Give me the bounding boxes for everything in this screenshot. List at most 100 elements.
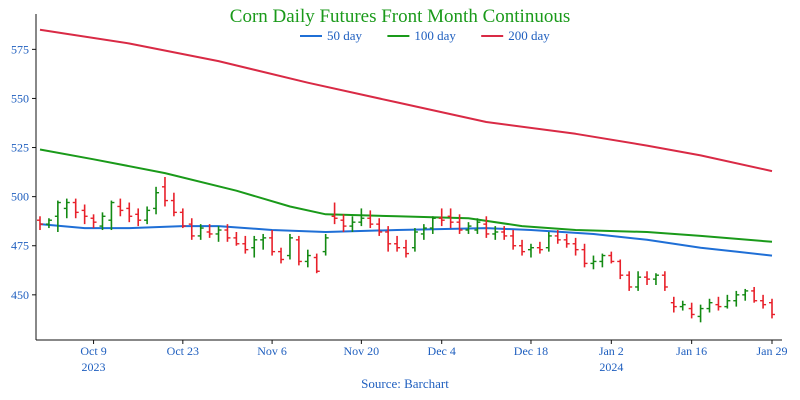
price-bars [37,177,775,323]
legend-label: 100 day [414,28,456,43]
ohlc-bar [161,177,168,207]
ohlc-bar [251,235,258,258]
ohlc-bar [81,204,88,225]
ohlc-bar [697,304,704,323]
ohlc-bar [99,212,106,231]
x-tick-label: Oct 9 [80,344,106,358]
ohlc-bar [54,200,61,232]
x-tick-label: Dec 4 [428,344,456,358]
ohlc-bar [349,216,356,232]
ohlc-bar [742,288,749,301]
ohlc-bar [224,224,231,242]
ohlc-bar [519,239,526,256]
x-axis: Oct 9 2023 Oct 23 Nov 6 Nov 20 Dec 4 Dec 18 Jan… [36,339,788,374]
legend-item: 100 day [387,28,456,43]
ohlc-bar [474,218,481,234]
legend-item: 200 day [481,28,550,43]
x-tick-label: Jan 16 [676,344,707,358]
y-tick-label: 525 [11,141,29,155]
ohlc-bar [37,216,43,231]
ohlc-bar [751,286,758,303]
ohlc-bar [572,237,579,256]
legend-label: 50 day [327,28,363,43]
ohlc-bar [215,226,222,242]
ohlc-bar [501,226,508,240]
ohlc-bar [376,218,383,236]
ohlc-bar [545,231,552,252]
y-tick-label: 500 [11,190,29,204]
ohlc-bar [367,210,374,229]
ohlc-bar [278,247,285,264]
ohlc-bar [304,249,311,268]
ohlc-bar [679,300,686,311]
x-tick-label: Dec 18 [514,344,548,358]
ohlc-bar [644,271,651,286]
ohlc-bar [608,251,615,264]
ohlc-bar [197,224,204,240]
ohlc-bar [206,224,213,238]
ohlc-bar [661,271,668,291]
ohlc-bar [313,253,320,274]
ohlc-bar [411,228,418,252]
ohlc-bar [438,208,445,227]
ohlc-bar [63,198,70,219]
ohlc-bar [358,208,365,227]
ohlc-bar [403,239,409,258]
y-axis: 450 475 500 525 550 575 [11,14,37,340]
ohlc-bar [295,235,302,266]
ohlc-bar [340,214,347,232]
y-tick-label: 575 [11,42,29,56]
ohlc-bar [536,241,543,254]
ohlc-bar [456,214,463,234]
ohlc-bar [563,233,570,248]
ohlc-bar [135,208,142,227]
ohlc-bar [599,253,606,268]
y-tick-label: 475 [11,239,29,253]
ohlc-bar [322,233,329,256]
legend: 50 day 100 day 200 day [300,28,550,43]
ohlc-bar [72,198,79,219]
ohlc-bar [554,230,561,244]
ohlc-bar [286,233,293,260]
x-tick-label: Jan 29 [757,344,788,358]
x-tick-label: Nov 20 [344,344,380,358]
ohlc-bar [492,226,499,240]
ohlc-bar [233,231,240,246]
ohlc-bar [45,218,52,229]
ohlc-bar [590,255,597,270]
ohlc-bar [170,192,177,217]
ohlc-bar [465,222,472,234]
ohlc-bar [117,198,124,217]
ohlc-bar [733,290,740,307]
ohlc-bar [510,230,517,250]
x-tick-year: 2024 [599,360,623,374]
ma50-line [39,223,773,257]
ohlc-bar [652,273,659,286]
ohlc-bar [144,206,151,225]
ohlc-bar [447,208,454,229]
ohlc-bar [706,298,713,313]
ohlc-bar [769,298,775,319]
ohlc-bar [581,243,588,268]
ohlc-bar [153,186,160,215]
chart-title: Corn Daily Futures Front Month Continuou… [230,6,570,27]
source-label: Source: Barchart [361,376,449,391]
ohlc-bar [760,294,767,309]
ohlc-bar [420,224,427,240]
ohlc-bar [527,243,534,258]
ohlc-bar [688,302,695,319]
ohlc-bar [385,226,392,252]
ma100-line [39,148,773,243]
ohlc-bar [331,202,338,225]
legend-item: 50 day [300,28,363,43]
moving-average-lines [39,28,773,257]
x-tick-label: Oct 23 [167,344,199,358]
ohlc-bar [260,233,267,250]
ma200-line [39,28,773,173]
ohlc-bar [242,235,249,254]
ohlc-bar [179,208,186,229]
x-tick-year: 2023 [82,360,106,374]
y-tick-label: 450 [11,288,29,302]
ohlc-bar [394,235,401,252]
ohlc-bar [90,214,97,229]
